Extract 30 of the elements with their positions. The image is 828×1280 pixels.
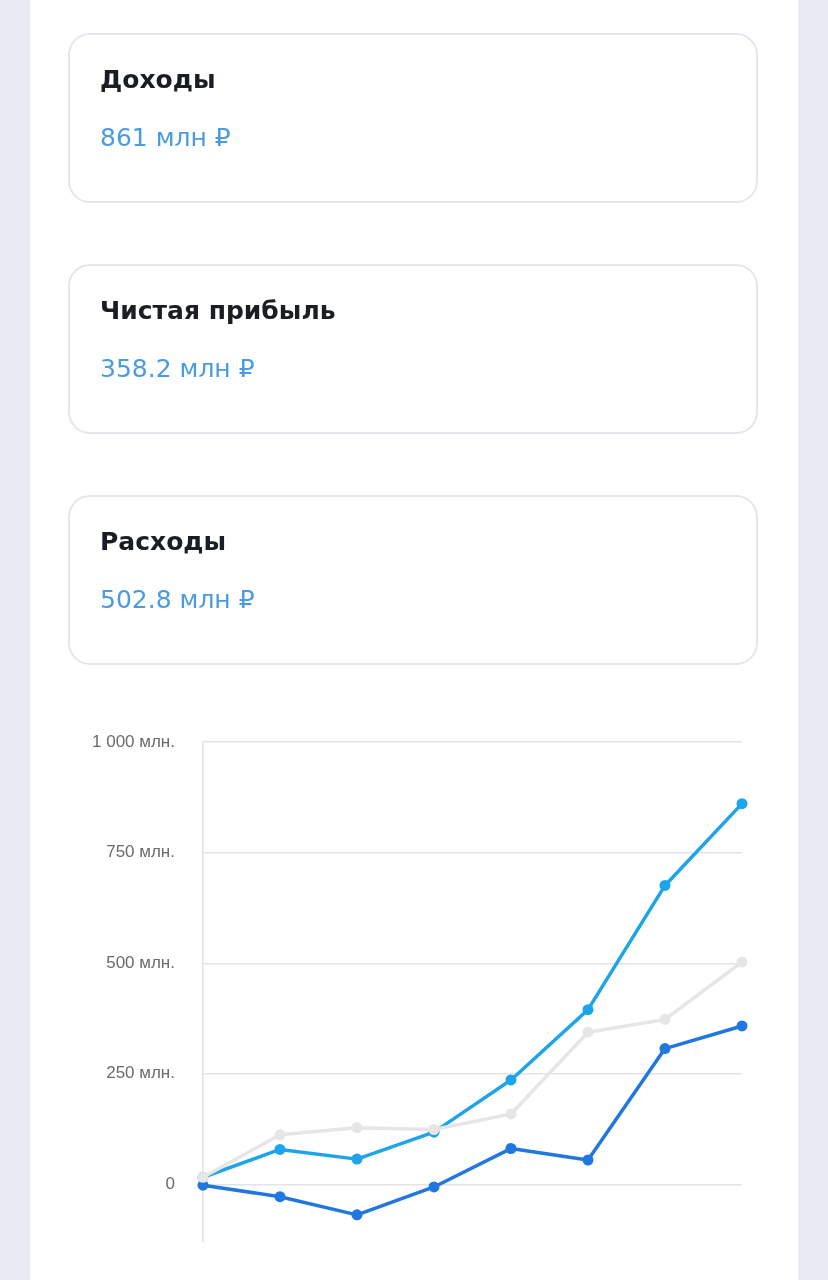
point [274,1129,286,1141]
text: 358.2 млн ₽ [100,354,255,383]
text: Чистая прибыль [100,296,336,325]
point [505,1108,517,1120]
point [736,956,748,968]
point [351,1153,363,1165]
point [274,1143,286,1155]
y-tick-label: 750 млн. [106,842,175,862]
point [351,1209,363,1221]
text: Расходы [100,527,227,556]
point [659,1013,671,1025]
text: 502.8 млн ₽ [100,585,255,614]
point [505,1074,517,1086]
y-tick-label: 0 [165,1174,175,1194]
point [736,798,748,810]
point [582,1004,594,1016]
point [351,1122,363,1134]
y-tick-label: 1 000 млн. [92,731,175,751]
point [659,1043,671,1055]
point [736,1020,748,1032]
point [274,1191,286,1203]
y-tick-label: 500 млн. [106,952,175,972]
text: 861 млн ₽ [100,123,231,152]
point [582,1026,594,1038]
y-tick-label: 250 млн. [106,1063,175,1083]
point [659,879,671,891]
point [505,1143,517,1155]
point [582,1154,594,1166]
text: Доходы [100,65,216,94]
point [428,1181,440,1193]
